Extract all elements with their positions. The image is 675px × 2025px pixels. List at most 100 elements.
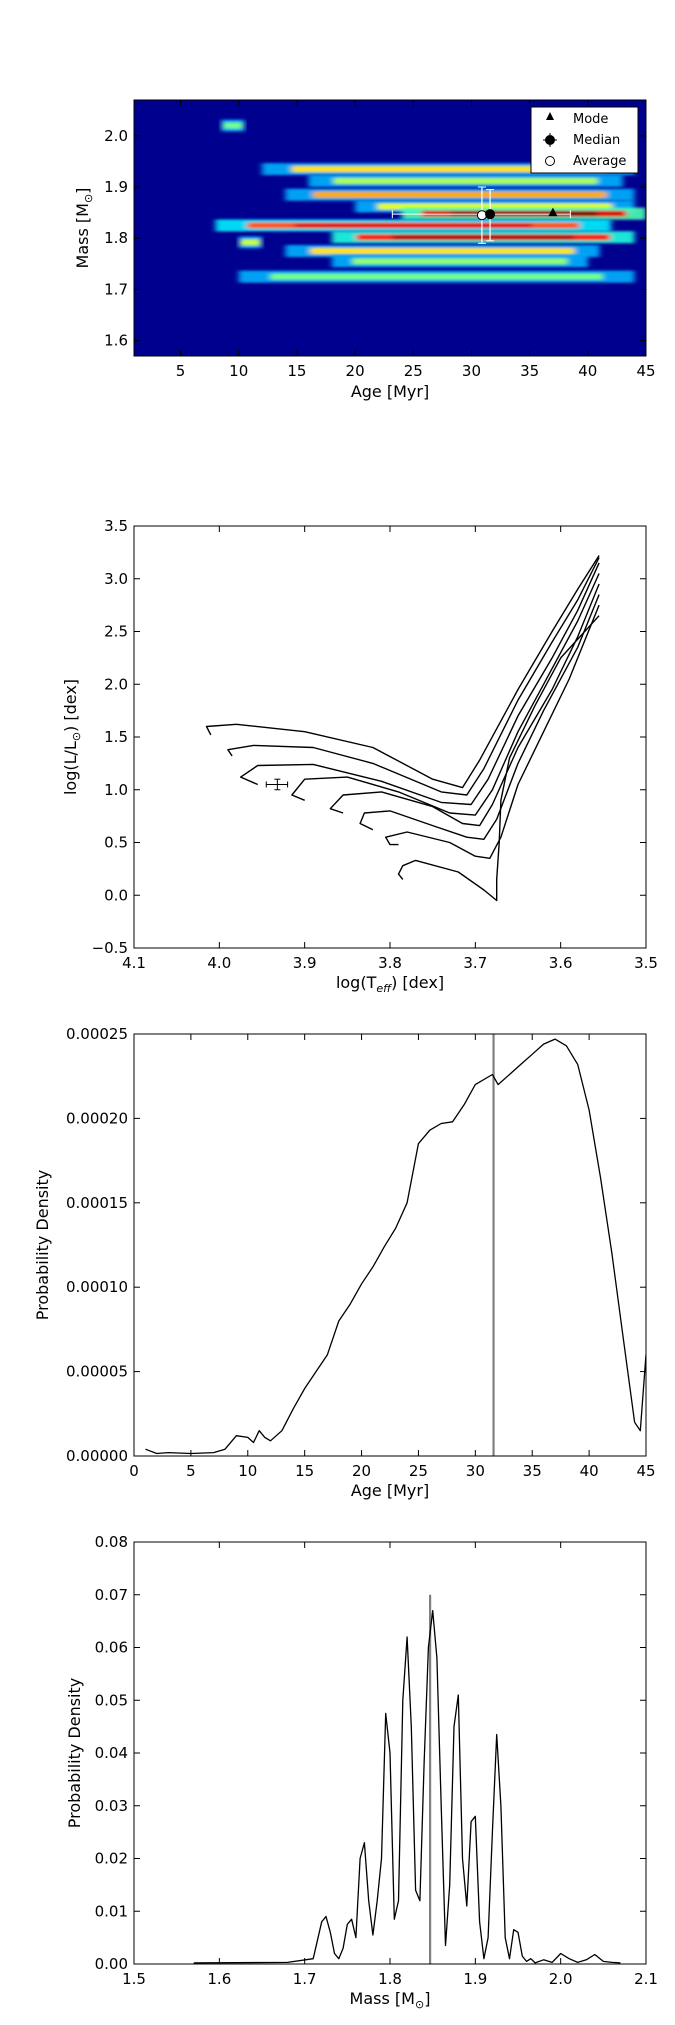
heatmap-band-core (240, 239, 261, 246)
x-tick-label: 30 (466, 1462, 485, 1480)
x-tick-label: 5 (176, 362, 186, 380)
x-tick-label: 45 (636, 362, 655, 380)
x-axis-ticks: 0 5 10 15 20 25 30 35 40 45 (129, 1034, 656, 1480)
isochrone-line (385, 604, 600, 859)
heatmap-band-peak (392, 235, 574, 240)
y-tick-label: 2.0 (104, 127, 128, 145)
y-tick-label: 0.00015 (66, 1194, 128, 1212)
y-axis-ticks: 0.00000 0.00005 0.00010 0.00015 0.00020 0.000… (66, 1025, 646, 1465)
heatmap-band-core (291, 166, 605, 173)
y-tick-label: 0.02 (95, 1850, 128, 1868)
y-tick-label: 1.0 (104, 781, 128, 799)
legend-mode-label: Mode (573, 112, 608, 127)
y-tick-label: 1.8 (104, 229, 128, 247)
legend-mode-marker (546, 112, 554, 120)
x-tick-label: 2.0 (549, 1970, 573, 1988)
x-tick-label: 1.5 (122, 1970, 146, 1988)
y-tick-label: 0.08 (95, 1533, 128, 1551)
y-tick-label: 2.0 (104, 675, 128, 693)
x-tick-label: 35 (523, 1462, 542, 1480)
y-tick-label: 1.5 (104, 728, 128, 746)
heatmap-band-core (352, 258, 568, 265)
legend-average-label: Average (573, 154, 626, 169)
x-tick-label: 3.8 (378, 954, 402, 972)
y-tick-label: 0.07 (95, 1586, 128, 1604)
heatmap-band (331, 231, 635, 244)
heatmap-markers (391, 186, 571, 244)
legend-median-label: Median (573, 133, 620, 148)
y-tick-label: 0.00005 (66, 1363, 128, 1381)
x-tick-label: 20 (346, 362, 365, 380)
y-tick-label: 3.5 (104, 517, 128, 535)
y-tick-label: 1.9 (104, 178, 128, 196)
x-axis-ticks: 1.5 1.6 1.7 1.8 1.9 2.0 2.1 (122, 1542, 658, 1988)
x-tick-label: 35 (520, 362, 539, 380)
x-tick-label: 25 (404, 362, 423, 380)
y-axis-ticks: 1.6 1.7 1.8 1.9 2.0 (104, 127, 646, 350)
heatmap-band (308, 174, 623, 187)
x-tick-label: 3.5 (634, 954, 658, 972)
y-tick-label: 0.01 (95, 1902, 128, 1920)
y-tick-label: 0.00010 (66, 1278, 128, 1296)
x-tick-label: 1.9 (463, 1970, 487, 1988)
x-axis-label: Age [Myr] (351, 382, 429, 401)
x-tick-label: 20 (352, 1462, 371, 1480)
plot-frame (133, 1033, 647, 1457)
x-tick-label: 4.0 (207, 954, 231, 972)
x-tick-label: 15 (295, 1462, 314, 1480)
mass-pdf-panel: 1.5 1.6 1.7 1.8 1.9 2.0 2.1 0.000.010.020.030.… (65, 1533, 658, 2011)
x-tick-label: 15 (287, 362, 306, 380)
heatmap-band-core (333, 177, 598, 184)
heatmap-band (331, 255, 588, 268)
x-tick-label: 10 (229, 362, 248, 380)
heatmap-bands (215, 119, 646, 283)
age-pdf-curve (145, 1034, 646, 1456)
average-marker (476, 210, 487, 221)
x-tick-label: 5 (186, 1462, 196, 1480)
y-tick-label: 0.00025 (66, 1025, 128, 1043)
x-tick-label: 25 (409, 1462, 428, 1480)
isochrone-line (291, 573, 600, 816)
legend-median-marker (543, 133, 557, 147)
x-axis-ticks: 4.1 4.0 3.9 3.8 3.7 3.6 3.5 (122, 526, 658, 972)
age-pdf-line (145, 1038, 646, 1455)
heatmap-band (215, 219, 612, 232)
y-axis-label: log(L/L⊙) [dex] (61, 679, 83, 795)
y-tick-label: 0.05 (95, 1691, 128, 1709)
x-axis-ticks: 5 10 15 20 25 30 35 40 45 (176, 100, 656, 380)
x-axis-label: Mass [M⊙] (350, 1989, 431, 2011)
heatmap-band-core (223, 122, 243, 129)
x-axis-label: Age [Myr] (351, 1481, 429, 1500)
mode-marker (548, 207, 558, 217)
heatmap-band (285, 245, 600, 258)
y-tick-label: 2.5 (104, 623, 128, 641)
x-tick-label: 40 (578, 362, 597, 380)
y-axis-label: Probability Density (33, 1170, 52, 1321)
isochrone-tracks (205, 555, 600, 902)
heatmap-band-peak (294, 223, 532, 228)
y-tick-label: 3.0 (104, 570, 128, 588)
heatmap-band-core (377, 203, 613, 210)
isochrone-line (329, 583, 600, 827)
x-tick-label: 3.7 (463, 954, 487, 972)
x-tick-label: 40 (580, 1462, 599, 1480)
y-tick-label: −0.5 (92, 939, 128, 957)
x-tick-label: 3.6 (549, 954, 573, 972)
x-tick-label: 2.1 (634, 1970, 658, 1988)
heatmap-band-core (313, 191, 607, 198)
hr-diagram-panel: 4.1 4.0 3.9 3.8 3.7 3.6 3.5 −0.5 0.0 0.5 1.0 1.5 2.… (61, 517, 658, 995)
y-tick-label: 0.00000 (66, 1447, 128, 1465)
heatmap-band (401, 207, 646, 220)
x-axis-label: log(Teff) [dex] (336, 973, 444, 995)
isochrone-line (227, 557, 600, 796)
y-tick-label: 0.0 (104, 886, 128, 904)
x-tick-label: 30 (462, 362, 481, 380)
x-tick-label: 0 (129, 1462, 139, 1480)
heatmap-band-peak (450, 211, 598, 216)
y-tick-label: 0.06 (95, 1639, 128, 1657)
x-tick-label: 3.9 (293, 954, 317, 972)
y-tick-label: 0.5 (104, 834, 128, 852)
y-tick-label: 1.7 (104, 280, 128, 298)
y-tick-label: 0.03 (95, 1797, 128, 1815)
